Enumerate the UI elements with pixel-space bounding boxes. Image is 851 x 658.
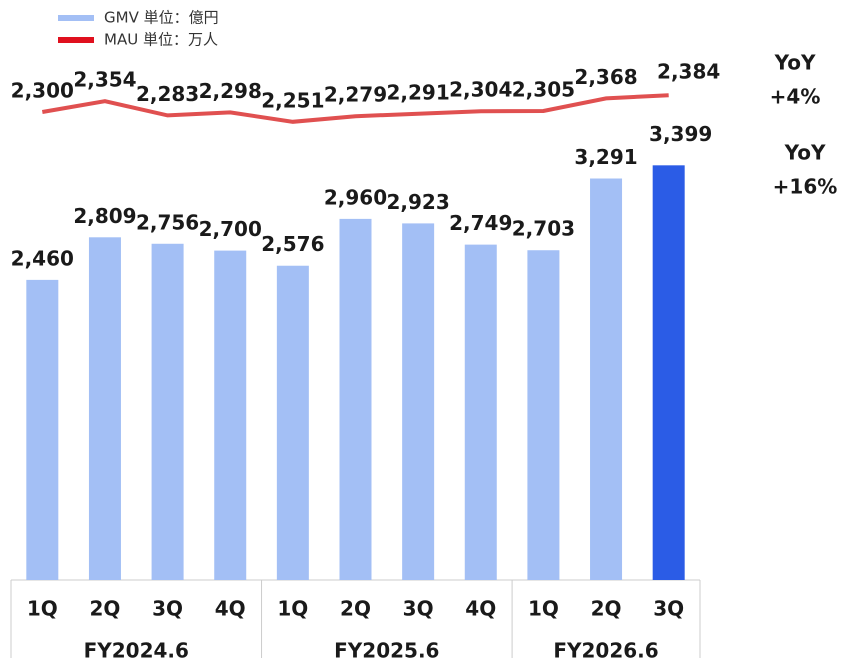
bar-value-label: 2,460 <box>11 246 74 270</box>
x-tick-label: 2Q <box>591 597 622 621</box>
line-value-label: 2,251 <box>261 88 324 112</box>
bar-value-label: 2,700 <box>199 217 262 241</box>
line-value-label: 2,279 <box>324 83 387 107</box>
line-value-label: 2,384 <box>657 60 720 84</box>
bar-value-label: 2,756 <box>136 210 199 234</box>
bar-value-label: 2,923 <box>387 190 450 214</box>
bar <box>151 243 184 580</box>
group-label: FY2026.6 <box>553 639 658 658</box>
bar-value-label: 3,399 <box>649 122 712 146</box>
bar <box>590 178 623 581</box>
x-tick-label: 1Q <box>27 597 58 621</box>
x-tick-label: 3Q <box>653 597 684 621</box>
x-tick-label: 4Q <box>215 597 246 621</box>
annotation: +4% <box>770 85 821 109</box>
annotation: +16% <box>773 175 838 199</box>
legend-swatch <box>58 15 94 21</box>
bar-value-label: 3,291 <box>574 145 637 169</box>
group-label: FY2025.6 <box>334 639 439 658</box>
x-tick-label: 3Q <box>403 597 434 621</box>
bar-value-label: 2,703 <box>512 217 575 241</box>
bar <box>527 250 560 580</box>
legend-swatch <box>58 37 94 43</box>
bar <box>214 250 247 580</box>
x-tick-label: 3Q <box>152 597 183 621</box>
bar <box>276 265 309 580</box>
bar-value-label: 2,960 <box>324 185 387 209</box>
bar-value-label: 2,749 <box>449 211 512 235</box>
bar-value-label: 2,576 <box>261 232 324 256</box>
bar <box>26 279 59 580</box>
bar <box>339 218 372 580</box>
x-tick-label: 2Q <box>89 597 120 621</box>
line-value-label: 2,283 <box>136 82 199 106</box>
x-tick-label: 1Q <box>277 597 308 621</box>
bar <box>402 223 435 581</box>
x-tick-label: 4Q <box>465 597 496 621</box>
x-tick-label: 2Q <box>340 597 371 621</box>
line-value-label: 2,298 <box>199 79 262 103</box>
annotation: YoY <box>774 51 816 75</box>
bar <box>88 237 121 580</box>
line-value-label: 2,354 <box>73 68 136 92</box>
line <box>41 93 669 124</box>
group-label: FY2024.6 <box>84 639 189 658</box>
bar <box>652 165 685 580</box>
x-tick-label: 1Q <box>528 597 559 621</box>
line-value-label: 2,291 <box>387 80 450 104</box>
legend-label: MAU 単位：万人 <box>104 31 218 49</box>
legend-label: GMV 単位：億円 <box>104 9 219 27</box>
line-value-label: 2,368 <box>574 65 637 89</box>
line-value-label: 2,300 <box>11 79 74 103</box>
bar <box>464 244 497 580</box>
annotation: YoY <box>784 141 826 165</box>
bar-value-label: 2,809 <box>73 204 136 228</box>
line-value-label: 2,305 <box>512 78 575 102</box>
line-value-label: 2,304 <box>449 78 512 102</box>
